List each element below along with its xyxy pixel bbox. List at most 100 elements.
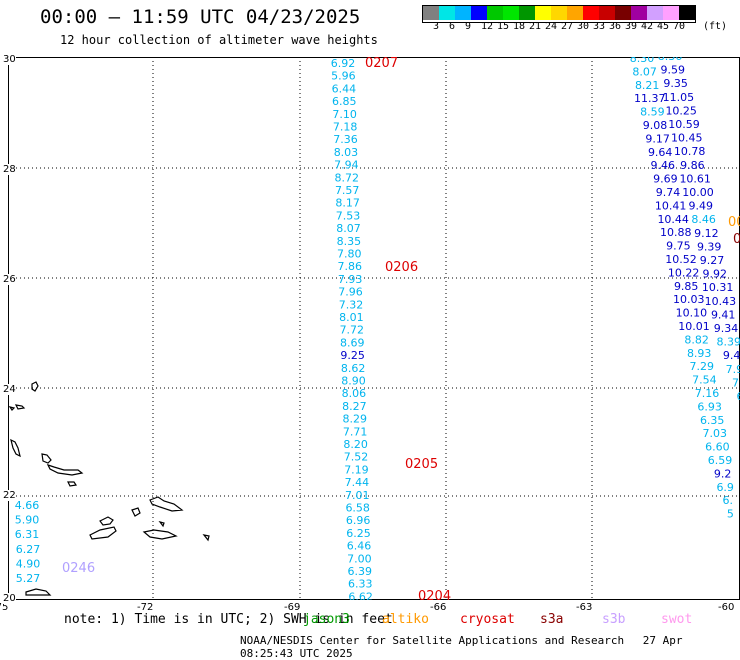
swh-value: 9.08	[643, 119, 668, 132]
island-outline	[26, 589, 50, 595]
latitude-label: 26	[3, 274, 16, 285]
swh-value: 7.93	[338, 273, 363, 286]
scale-tick-label: 12	[481, 21, 493, 32]
swh-value: 6.25	[346, 527, 371, 540]
swh-value: 9.34	[714, 322, 739, 335]
swh-value: 6.93	[697, 400, 722, 413]
swh-value: 10.03	[673, 293, 705, 306]
swh-value: 6.31	[15, 528, 40, 541]
swh-value: 9.4	[723, 349, 740, 362]
swh-value: 7.96	[338, 286, 363, 299]
scale-tick-label: 18	[513, 21, 525, 32]
island-outline	[32, 382, 38, 391]
swh-value: 7.71	[343, 425, 368, 438]
swh-value: 9.75	[666, 240, 691, 253]
scale-tick-label: 9	[465, 21, 471, 32]
swh-value: 8.93	[687, 347, 712, 360]
swh-value: 7.80	[337, 248, 362, 261]
swh-value: 8.21	[635, 79, 660, 92]
swh-value: 4.66	[15, 499, 40, 512]
satellite-legend-item: s3a	[540, 612, 563, 627]
island-outline	[160, 522, 164, 526]
satellite-legend-item: altiko	[382, 612, 429, 627]
page-subtitle: 12 hour collection of altimeter wave hei…	[60, 33, 378, 47]
scale-tick-label: 15	[497, 21, 509, 32]
scale-swatch	[647, 6, 663, 20]
swh-value: 9.69	[653, 173, 678, 186]
island-outline	[42, 454, 51, 463]
swh-value: 9.86	[680, 159, 705, 172]
scale-tick-label: 36	[609, 21, 621, 32]
swh-value: 7.94	[334, 159, 359, 172]
longitude-label: -72	[137, 602, 153, 613]
latitude-label: 30	[3, 54, 16, 65]
swh-value: 8.17	[335, 197, 360, 210]
swh-value: 9.85	[674, 280, 699, 293]
swh-value: 9.17	[645, 132, 670, 145]
scale-swatch	[631, 6, 647, 20]
scale-swatch	[439, 6, 455, 20]
scale-swatch	[615, 6, 631, 20]
swh-value: 8.69	[340, 336, 365, 349]
scale-swatch	[487, 6, 503, 20]
latitude-label: 24	[3, 384, 16, 395]
swh-value: 8.35	[337, 235, 362, 248]
swh-value: 10.45	[671, 132, 703, 145]
scale-swatch	[551, 6, 567, 20]
swh-value: 5.27	[16, 572, 41, 585]
swh-value: 10.61	[679, 172, 711, 185]
scale-swatch	[583, 6, 599, 20]
latitude-label: 28	[3, 164, 16, 175]
island-outline	[90, 527, 116, 539]
longitude-label: -60	[718, 602, 734, 613]
track-id-label: 0205	[405, 457, 438, 472]
swh-value: 8.59	[640, 106, 665, 119]
swh-value: 9.59	[661, 64, 686, 77]
swh-value: 8.90	[341, 375, 366, 388]
scale-swatch	[519, 6, 535, 20]
swh-value: 8.01	[339, 311, 364, 324]
swh-value: 9.25	[340, 349, 365, 362]
scale-tick-label: 21	[529, 21, 541, 32]
island-outline	[11, 440, 20, 456]
scale-swatch	[535, 6, 551, 20]
swh-value: 7.72	[340, 324, 365, 337]
swh-value: 7.00	[347, 552, 372, 565]
swh-value: 11.05	[663, 91, 695, 104]
satellite-legend-item: swot	[661, 612, 692, 627]
swh-value: 9.49	[689, 200, 714, 213]
swh-value: 9.35	[663, 77, 688, 90]
scale-swatch	[503, 6, 519, 20]
swh-value: 9.41	[711, 308, 736, 321]
swh-value: 7.57	[335, 184, 360, 197]
map-frame	[9, 58, 740, 600]
swh-value: 10.78	[674, 145, 706, 158]
swh-value: 6.27	[16, 543, 41, 556]
swh-value: 9.74	[656, 186, 681, 199]
scale-tick-label: 30	[577, 21, 589, 32]
swh-value: 9.46	[651, 159, 676, 172]
swh-value: 8.36	[658, 57, 683, 63]
scale-swatch	[423, 6, 439, 20]
swh-value: 6.58	[345, 502, 370, 515]
swh-value: 10.00	[682, 186, 714, 199]
swh-value: 6.59	[708, 454, 733, 467]
swh-value: 8.03	[334, 146, 359, 159]
satellite-legend-item: cryosat	[460, 612, 515, 627]
swh-value: 9.92	[703, 268, 728, 281]
swh-value: 7.29	[690, 360, 715, 373]
satellite-legend-item: jason3	[303, 612, 350, 627]
swh-value: 10.22	[668, 266, 700, 279]
swh-value: 7.54	[692, 374, 717, 387]
swh-value: 8.82	[684, 333, 709, 346]
swh-value: 10.59	[668, 118, 700, 131]
swh-value: 8.27	[342, 400, 367, 413]
island-outline	[144, 530, 176, 539]
track-id-label: 0206	[385, 260, 418, 275]
swh-value: 7.86	[337, 260, 362, 273]
longitude-label: -69	[284, 602, 300, 613]
scale-tick-label: 27	[561, 21, 573, 32]
swh-value: 10.43	[705, 295, 737, 308]
swh-value: 9.39	[697, 240, 722, 253]
